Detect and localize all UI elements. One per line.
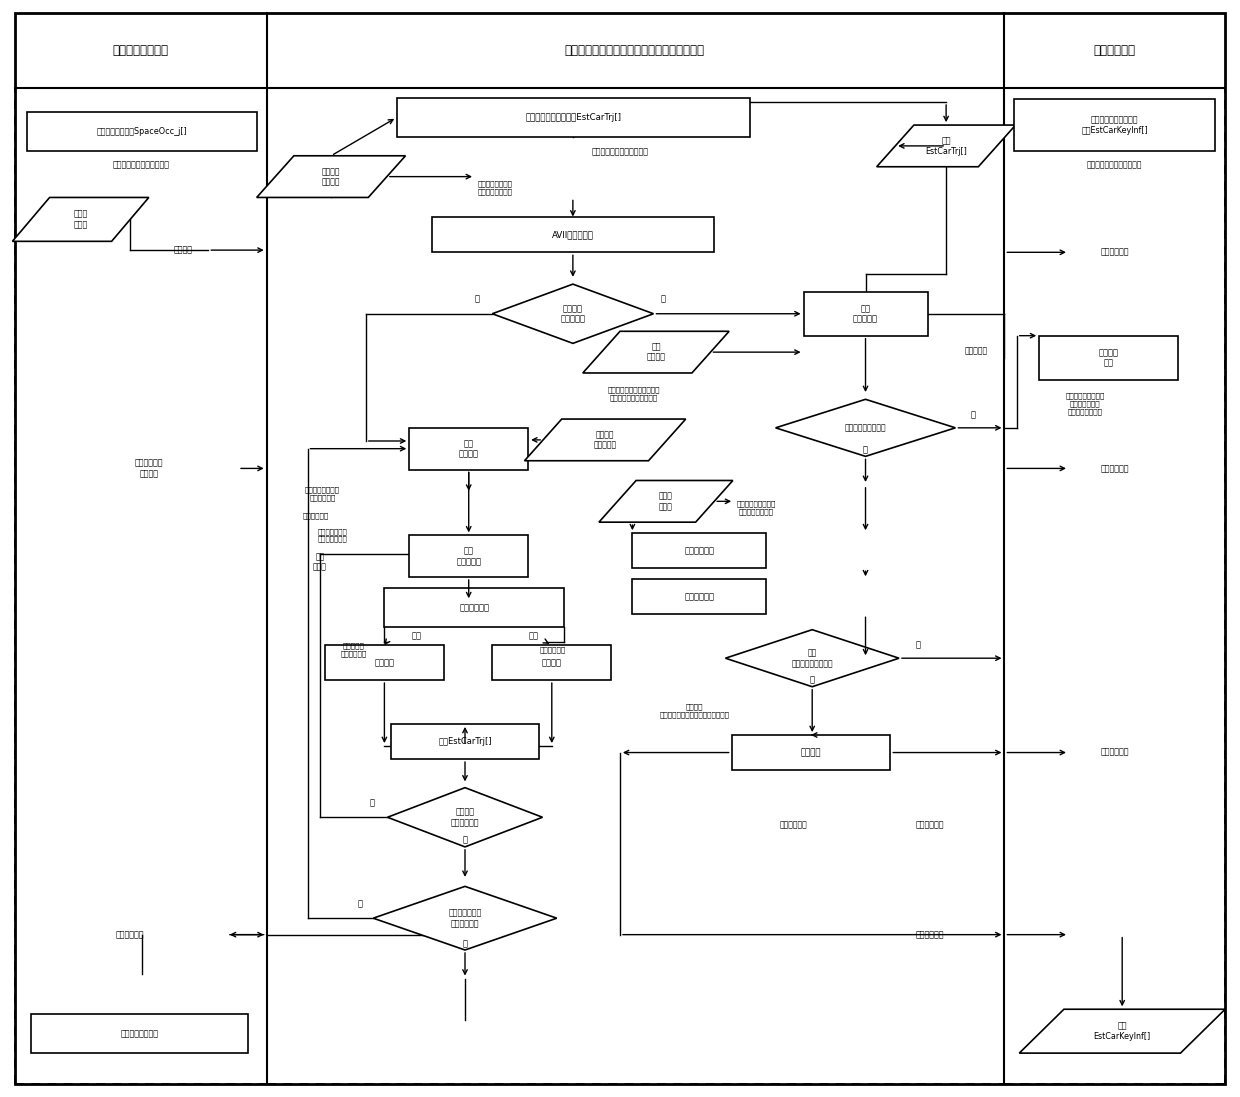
- Text: 是: 是: [863, 445, 868, 454]
- Polygon shape: [387, 788, 543, 847]
- FancyBboxPatch shape: [492, 645, 611, 680]
- Text: 否: 否: [915, 641, 920, 649]
- Text: 规则：基于电警数
据的交道行为划分: 规则：基于电警数 据的交道行为划分: [477, 181, 512, 194]
- Text: 重构流量＜输入流量: 重构流量＜输入流量: [844, 423, 887, 432]
- Text: 道路时空占用状态: 道路时空占用状态: [120, 1029, 159, 1038]
- Text: 更新相关参数: 更新相关参数: [916, 821, 944, 829]
- Text: 更新相关参数: 更新相关参数: [780, 821, 807, 829]
- Text: 更新相关参数: 更新相关参数: [1101, 464, 1128, 473]
- Polygon shape: [373, 886, 557, 950]
- Text: 含直行功能混合车道
规则：基于电警
数据变道行为划分: 含直行功能混合车道 规则：基于电警 数据变道行为划分: [1065, 393, 1105, 415]
- Text: 在左方进路绿灯时长
左右汇入比例参数: 在左方进路绿灯时长 左右汇入比例参数: [737, 501, 776, 514]
- Text: 车辆关键信息: 车辆关键信息: [1094, 44, 1136, 57]
- FancyBboxPatch shape: [31, 1014, 248, 1053]
- Text: 是: 是: [810, 676, 815, 685]
- FancyBboxPatch shape: [409, 428, 528, 470]
- Text: 是否到达
最后交叉口: 是否到达 最后交叉口: [560, 304, 585, 324]
- Text: 靠近原则
规则：基于电警数据的交道行为划分: 靠近原则 规则：基于电警数据的交道行为划分: [660, 704, 729, 717]
- Polygon shape: [1019, 1009, 1225, 1053]
- Text: 否: 否: [370, 799, 374, 807]
- FancyBboxPatch shape: [409, 535, 528, 577]
- Text: 路中定点
检测器数据: 路中定点 检测器数据: [594, 430, 616, 450]
- Text: 路段
自由流车速: 路段 自由流车速: [456, 546, 481, 566]
- Text: 规则：基础矩阵及赋值机制: 规则：基础矩阵及赋值机制: [113, 160, 170, 169]
- FancyBboxPatch shape: [732, 735, 890, 770]
- Text: 信控约束: 信控约束: [174, 246, 193, 255]
- Text: 车辆前进: 车辆前进: [542, 658, 562, 667]
- FancyBboxPatch shape: [397, 98, 750, 137]
- Text: 四类基本约束: 四类基本约束: [539, 646, 567, 653]
- Text: 更新相关参数: 更新相关参数: [1101, 747, 1128, 756]
- Text: 生成重构车辆运行矩阵EstCarTrj[]: 生成重构车辆运行矩阵EstCarTrj[]: [526, 113, 621, 122]
- FancyBboxPatch shape: [391, 724, 539, 759]
- FancyBboxPatch shape: [15, 13, 1225, 1084]
- Text: 规则：基础矩阵及赋值机制: 规则：基础矩阵及赋值机制: [1087, 160, 1142, 169]
- FancyBboxPatch shape: [804, 292, 928, 336]
- Polygon shape: [525, 419, 686, 461]
- Polygon shape: [12, 197, 149, 241]
- Polygon shape: [725, 630, 899, 687]
- Text: 右侧汇入车辆: 右侧汇入车辆: [684, 592, 714, 601]
- FancyBboxPatch shape: [27, 112, 257, 151]
- Text: 规则：检测器排队进出识别
规则：上游输入流量获取: 规则：检测器排队进出识别 规则：上游输入流量获取: [608, 387, 660, 400]
- Text: 车辆驶出
主线: 车辆驶出 主线: [1099, 348, 1118, 367]
- Polygon shape: [492, 284, 653, 343]
- Text: 否: 否: [357, 900, 362, 908]
- Text: 否: 否: [971, 410, 976, 419]
- Text: 规则：时空区域
自由流车速获取: 规则：时空区域 自由流车速获取: [317, 529, 347, 542]
- FancyBboxPatch shape: [384, 588, 564, 627]
- Text: 路段两端
电警数据: 路段两端 电警数据: [322, 167, 340, 186]
- Polygon shape: [599, 480, 733, 522]
- Polygon shape: [776, 399, 955, 456]
- FancyBboxPatch shape: [1014, 99, 1215, 151]
- Text: 是否经过
交叉口停车线: 是否经过 交叉口停车线: [451, 807, 479, 827]
- Text: 更新相关参数: 更新相关参数: [916, 930, 944, 939]
- Text: 左侧汇入车辆: 左侧汇入车辆: [684, 546, 714, 555]
- Text: 停车: 停车: [412, 632, 422, 641]
- Text: 是: 是: [661, 294, 666, 303]
- Text: 非直行车道: 非直行车道: [965, 347, 988, 355]
- Polygon shape: [877, 125, 1016, 167]
- Text: 车辆停车: 车辆停车: [374, 658, 394, 667]
- FancyBboxPatch shape: [1039, 336, 1178, 380]
- Text: 更新EstCarTrj[]: 更新EstCarTrj[]: [438, 737, 492, 746]
- FancyBboxPatch shape: [632, 579, 766, 614]
- Text: 是: 是: [463, 836, 467, 845]
- Text: 输出
EstCarKeyInf[]: 输出 EstCarKeyInf[]: [1094, 1021, 1151, 1041]
- Text: 进入
下游路段: 进入 下游路段: [459, 439, 479, 459]
- Text: 是否完成这路段
所有车辆重构: 是否完成这路段 所有车辆重构: [449, 908, 481, 928]
- Text: 交通波理论
四类基本约束: 交通波理论 四类基本约束: [340, 643, 367, 656]
- Polygon shape: [583, 331, 729, 373]
- Text: 按进入这路段时刻
排序重构车辆: 按进入这路段时刻 排序重构车辆: [305, 487, 340, 500]
- Text: 更新轨迹约束: 更新轨迹约束: [117, 930, 144, 939]
- Text: 是: 是: [463, 939, 467, 948]
- Text: 输出
EstCarTrj[]: 输出 EstCarTrj[]: [925, 136, 967, 156]
- Text: 重构
下辆车: 重构 下辆车: [312, 552, 327, 572]
- Text: 进入
下游交叉口: 进入 下游交叉口: [853, 304, 878, 324]
- Text: 生成时空占用矩阵SpaceOcc_j[]: 生成时空占用矩阵SpaceOcc_j[]: [97, 127, 187, 136]
- Text: 前车轨迹约束
信控约束: 前车轨迹约束 信控约束: [135, 459, 162, 478]
- Text: 秒级信
控数据: 秒级信 控数据: [73, 210, 88, 229]
- Text: 路段行为决策: 路段行为决策: [459, 603, 490, 612]
- Text: 规则：基础矩阵及赋值机制: 规则：基础矩阵及赋值机制: [591, 147, 649, 156]
- Text: 上游
输入流量: 上游 输入流量: [646, 342, 666, 362]
- Text: 前进: 前进: [528, 632, 538, 641]
- FancyBboxPatch shape: [632, 533, 766, 568]
- Text: 生成重构车辆关键信息
矩阵EstCarKeyInf[]: 生成重构车辆关键信息 矩阵EstCarKeyInf[]: [1081, 115, 1148, 135]
- Text: AVII处生成车辆: AVII处生成车辆: [552, 230, 594, 239]
- Text: 否: 否: [475, 294, 480, 303]
- Text: 基于附件规则的多源数据处理、车辆运行状况: 基于附件规则的多源数据处理、车辆运行状况: [565, 44, 704, 57]
- Text: 车道
重构流量＞输入流量: 车道 重构流量＞输入流量: [791, 648, 833, 668]
- Text: 秒级信
控数据: 秒级信 控数据: [658, 491, 673, 511]
- FancyBboxPatch shape: [432, 217, 714, 252]
- Polygon shape: [257, 156, 405, 197]
- Text: 道路时空占用状态: 道路时空占用状态: [112, 44, 169, 57]
- Text: 合理车道: 合理车道: [801, 748, 821, 757]
- Text: 更新相关参数: 更新相关参数: [1101, 248, 1128, 257]
- FancyBboxPatch shape: [325, 645, 444, 680]
- Text: 重构第一辆车: 重构第一辆车: [303, 512, 330, 519]
